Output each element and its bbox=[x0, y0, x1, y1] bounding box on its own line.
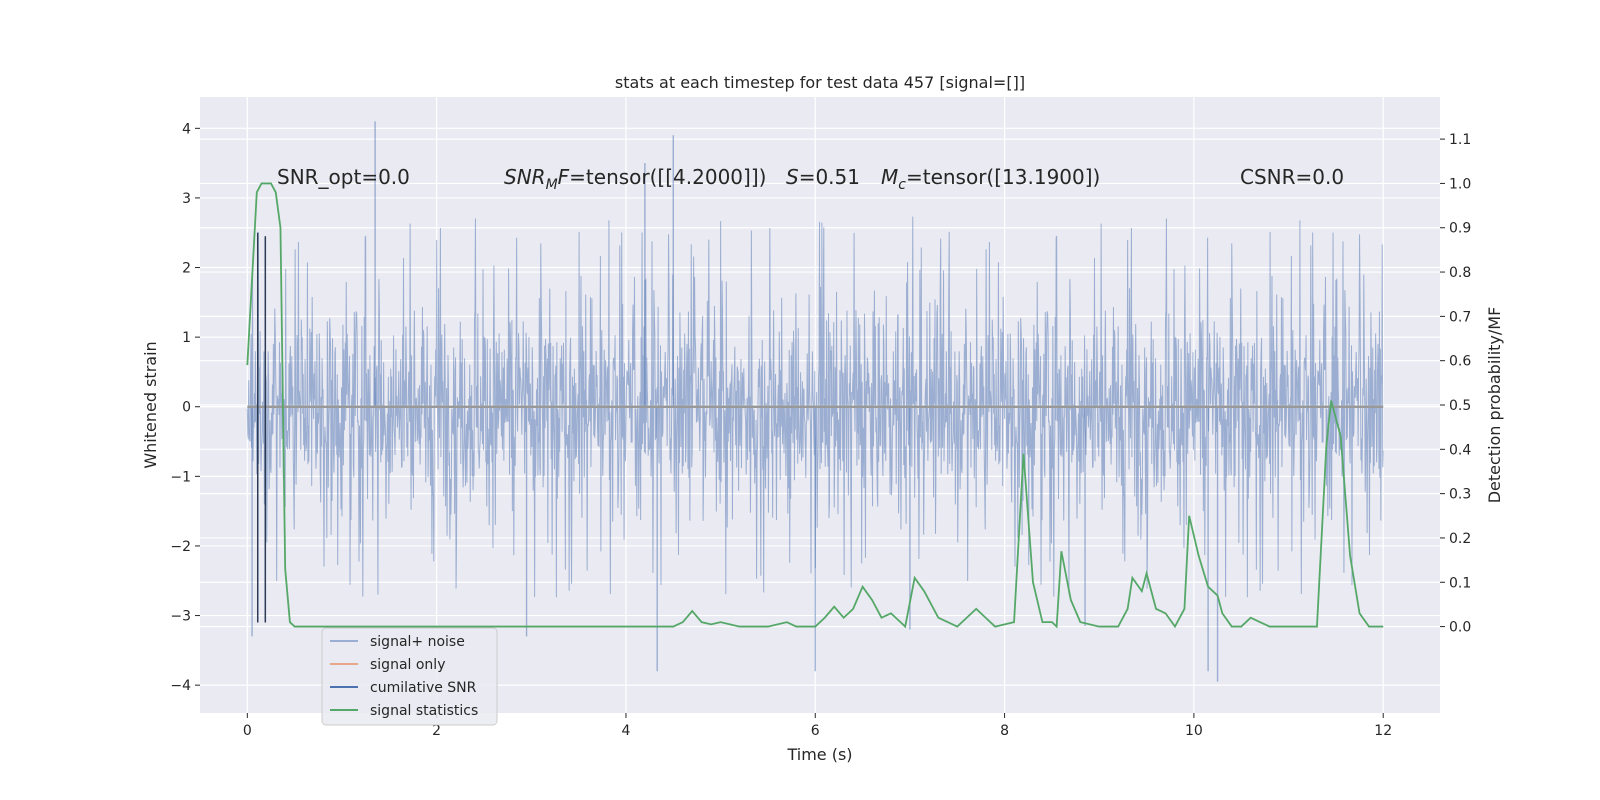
x-axis-label: Time (s) bbox=[786, 745, 852, 764]
y-left-tick-label: −1 bbox=[170, 469, 191, 485]
y-left-tick-label: 0 bbox=[182, 400, 191, 416]
y-right-tick-label: 0.1 bbox=[1449, 575, 1471, 591]
x-tick-label: 12 bbox=[1374, 723, 1392, 739]
legend-label: signal only bbox=[370, 657, 445, 673]
y-right-tick-label: 0.4 bbox=[1449, 442, 1471, 458]
s-value: =0.51 bbox=[799, 165, 860, 189]
series-layer bbox=[246, 121, 1384, 682]
y-right-tick-label: 0.3 bbox=[1449, 487, 1471, 503]
s-variable: S bbox=[786, 165, 799, 189]
mc-variable: M bbox=[881, 165, 898, 189]
y-left-tick-label: 4 bbox=[182, 121, 191, 137]
y-right-tick-label: 0.5 bbox=[1449, 398, 1471, 414]
annotation-s: S=0.51 bbox=[786, 165, 860, 189]
y-axis-label-left: Whitened strain bbox=[141, 341, 160, 468]
y-axis-label-right: Detection probability/MF bbox=[1485, 307, 1504, 504]
y-right-tick-label: 0.6 bbox=[1449, 354, 1471, 370]
y-left-tick-label: 1 bbox=[182, 330, 191, 346]
y-right-tick-label: 0.8 bbox=[1449, 265, 1471, 281]
y-right-tick-label: 0.2 bbox=[1449, 531, 1471, 547]
series-line bbox=[246, 182, 1384, 629]
mc-subscript: c bbox=[898, 177, 906, 193]
y-left-tick-label: 3 bbox=[182, 191, 191, 207]
legend: signal+ noise signal only cumilative SNR si… bbox=[321, 627, 498, 726]
chart-title: stats at each timestep for test data 457… bbox=[615, 73, 1025, 92]
x-tick-label: 8 bbox=[1000, 723, 1009, 739]
y-right-tick-label: 0.9 bbox=[1449, 221, 1471, 237]
x-tick-label: 10 bbox=[1185, 723, 1203, 739]
y-left-tick-label: −4 bbox=[170, 678, 191, 694]
annotation-mc: Mc=tensor([13.1900]) bbox=[881, 165, 1100, 193]
annotation-csnr: CSNR=0.0 bbox=[1240, 165, 1344, 189]
snr-mf-variable: SNR bbox=[504, 165, 546, 189]
x-tick-label: 0 bbox=[243, 723, 252, 739]
mc-value: =tensor([13.1900]) bbox=[906, 165, 1100, 189]
series-cumilative-snr bbox=[256, 232, 267, 623]
legend-label: signal+ noise bbox=[370, 634, 465, 650]
legend-label: cumilative SNR bbox=[370, 680, 477, 696]
snr-mf-subscript: M bbox=[546, 177, 558, 193]
y-left-tick-label: 2 bbox=[182, 261, 191, 277]
snr-mf-value: =tensor([[4.2000]]) bbox=[569, 165, 766, 189]
annotation-snr-mf: SNRMF=tensor([[4.2000]]) bbox=[504, 165, 766, 193]
x-tick-label: 6 bbox=[811, 723, 820, 739]
series-signal-statistics bbox=[246, 182, 1384, 629]
legend-box bbox=[321, 627, 498, 726]
snr-mf-variable-2: F bbox=[558, 165, 570, 189]
axes-layer: 0 2 4 6 8 10 1243210−1−2−3−41.11.00.90.80.70.6… bbox=[170, 121, 1471, 739]
y-left-tick-label: −3 bbox=[170, 609, 191, 625]
x-tick-label: 2 bbox=[432, 723, 441, 739]
x-tick-label: 4 bbox=[621, 723, 630, 739]
y-left-tick-label: −2 bbox=[170, 539, 191, 555]
annotation-snr-opt: SNR_opt=0.0 bbox=[277, 165, 410, 189]
y-right-tick-label: 1.0 bbox=[1449, 176, 1471, 192]
legend-label: signal statistics bbox=[370, 703, 478, 719]
y-right-tick-label: 0.7 bbox=[1449, 309, 1471, 325]
y-right-tick-label: 1.1 bbox=[1449, 132, 1471, 148]
y-right-tick-label: 0.0 bbox=[1449, 620, 1471, 636]
